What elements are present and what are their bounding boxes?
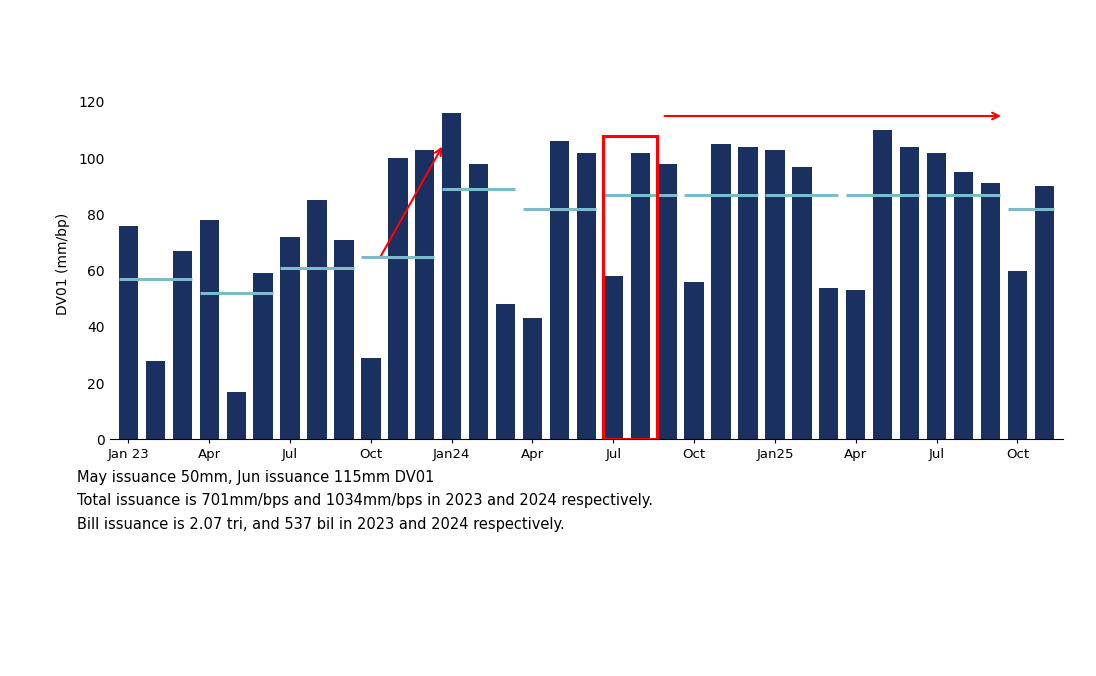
Bar bbox=[118, 226, 138, 439]
Bar bbox=[1007, 270, 1027, 439]
Bar bbox=[495, 304, 515, 439]
Bar bbox=[927, 153, 946, 439]
Bar bbox=[981, 183, 1000, 439]
Bar bbox=[576, 153, 596, 439]
Bar bbox=[227, 391, 246, 439]
Bar bbox=[173, 251, 192, 439]
Bar bbox=[900, 147, 920, 439]
Text: May issuance 50mm, Jun issuance 115mm DV01
Total issuance is 701mm/bps and 1034m: May issuance 50mm, Jun issuance 115mm DV… bbox=[77, 470, 653, 531]
Bar bbox=[550, 141, 569, 439]
Bar bbox=[604, 276, 623, 439]
Bar bbox=[362, 358, 380, 439]
Bar bbox=[146, 361, 165, 439]
Text: Monthly net supply (DV01): Monthly net supply (DV01) bbox=[412, 40, 684, 58]
Bar bbox=[872, 130, 892, 439]
Bar bbox=[199, 220, 219, 439]
Bar bbox=[307, 200, 327, 439]
Bar bbox=[281, 237, 300, 439]
Bar bbox=[388, 158, 408, 439]
Bar bbox=[469, 164, 489, 439]
Bar bbox=[739, 147, 757, 439]
Bar bbox=[765, 150, 785, 439]
Bar bbox=[253, 274, 273, 439]
Bar bbox=[954, 172, 973, 439]
Bar bbox=[658, 164, 677, 439]
Bar bbox=[792, 166, 811, 439]
Bar bbox=[442, 113, 461, 439]
Bar bbox=[630, 153, 650, 439]
Bar bbox=[846, 291, 866, 439]
Y-axis label: DV01 (mm/bp): DV01 (mm/bp) bbox=[56, 212, 70, 315]
Bar bbox=[1035, 187, 1054, 439]
Bar bbox=[819, 287, 838, 439]
Bar bbox=[523, 318, 543, 439]
Bar bbox=[684, 282, 704, 439]
Bar bbox=[415, 150, 434, 439]
Bar bbox=[334, 240, 354, 439]
Bar bbox=[603, 136, 658, 439]
Bar bbox=[711, 144, 731, 439]
